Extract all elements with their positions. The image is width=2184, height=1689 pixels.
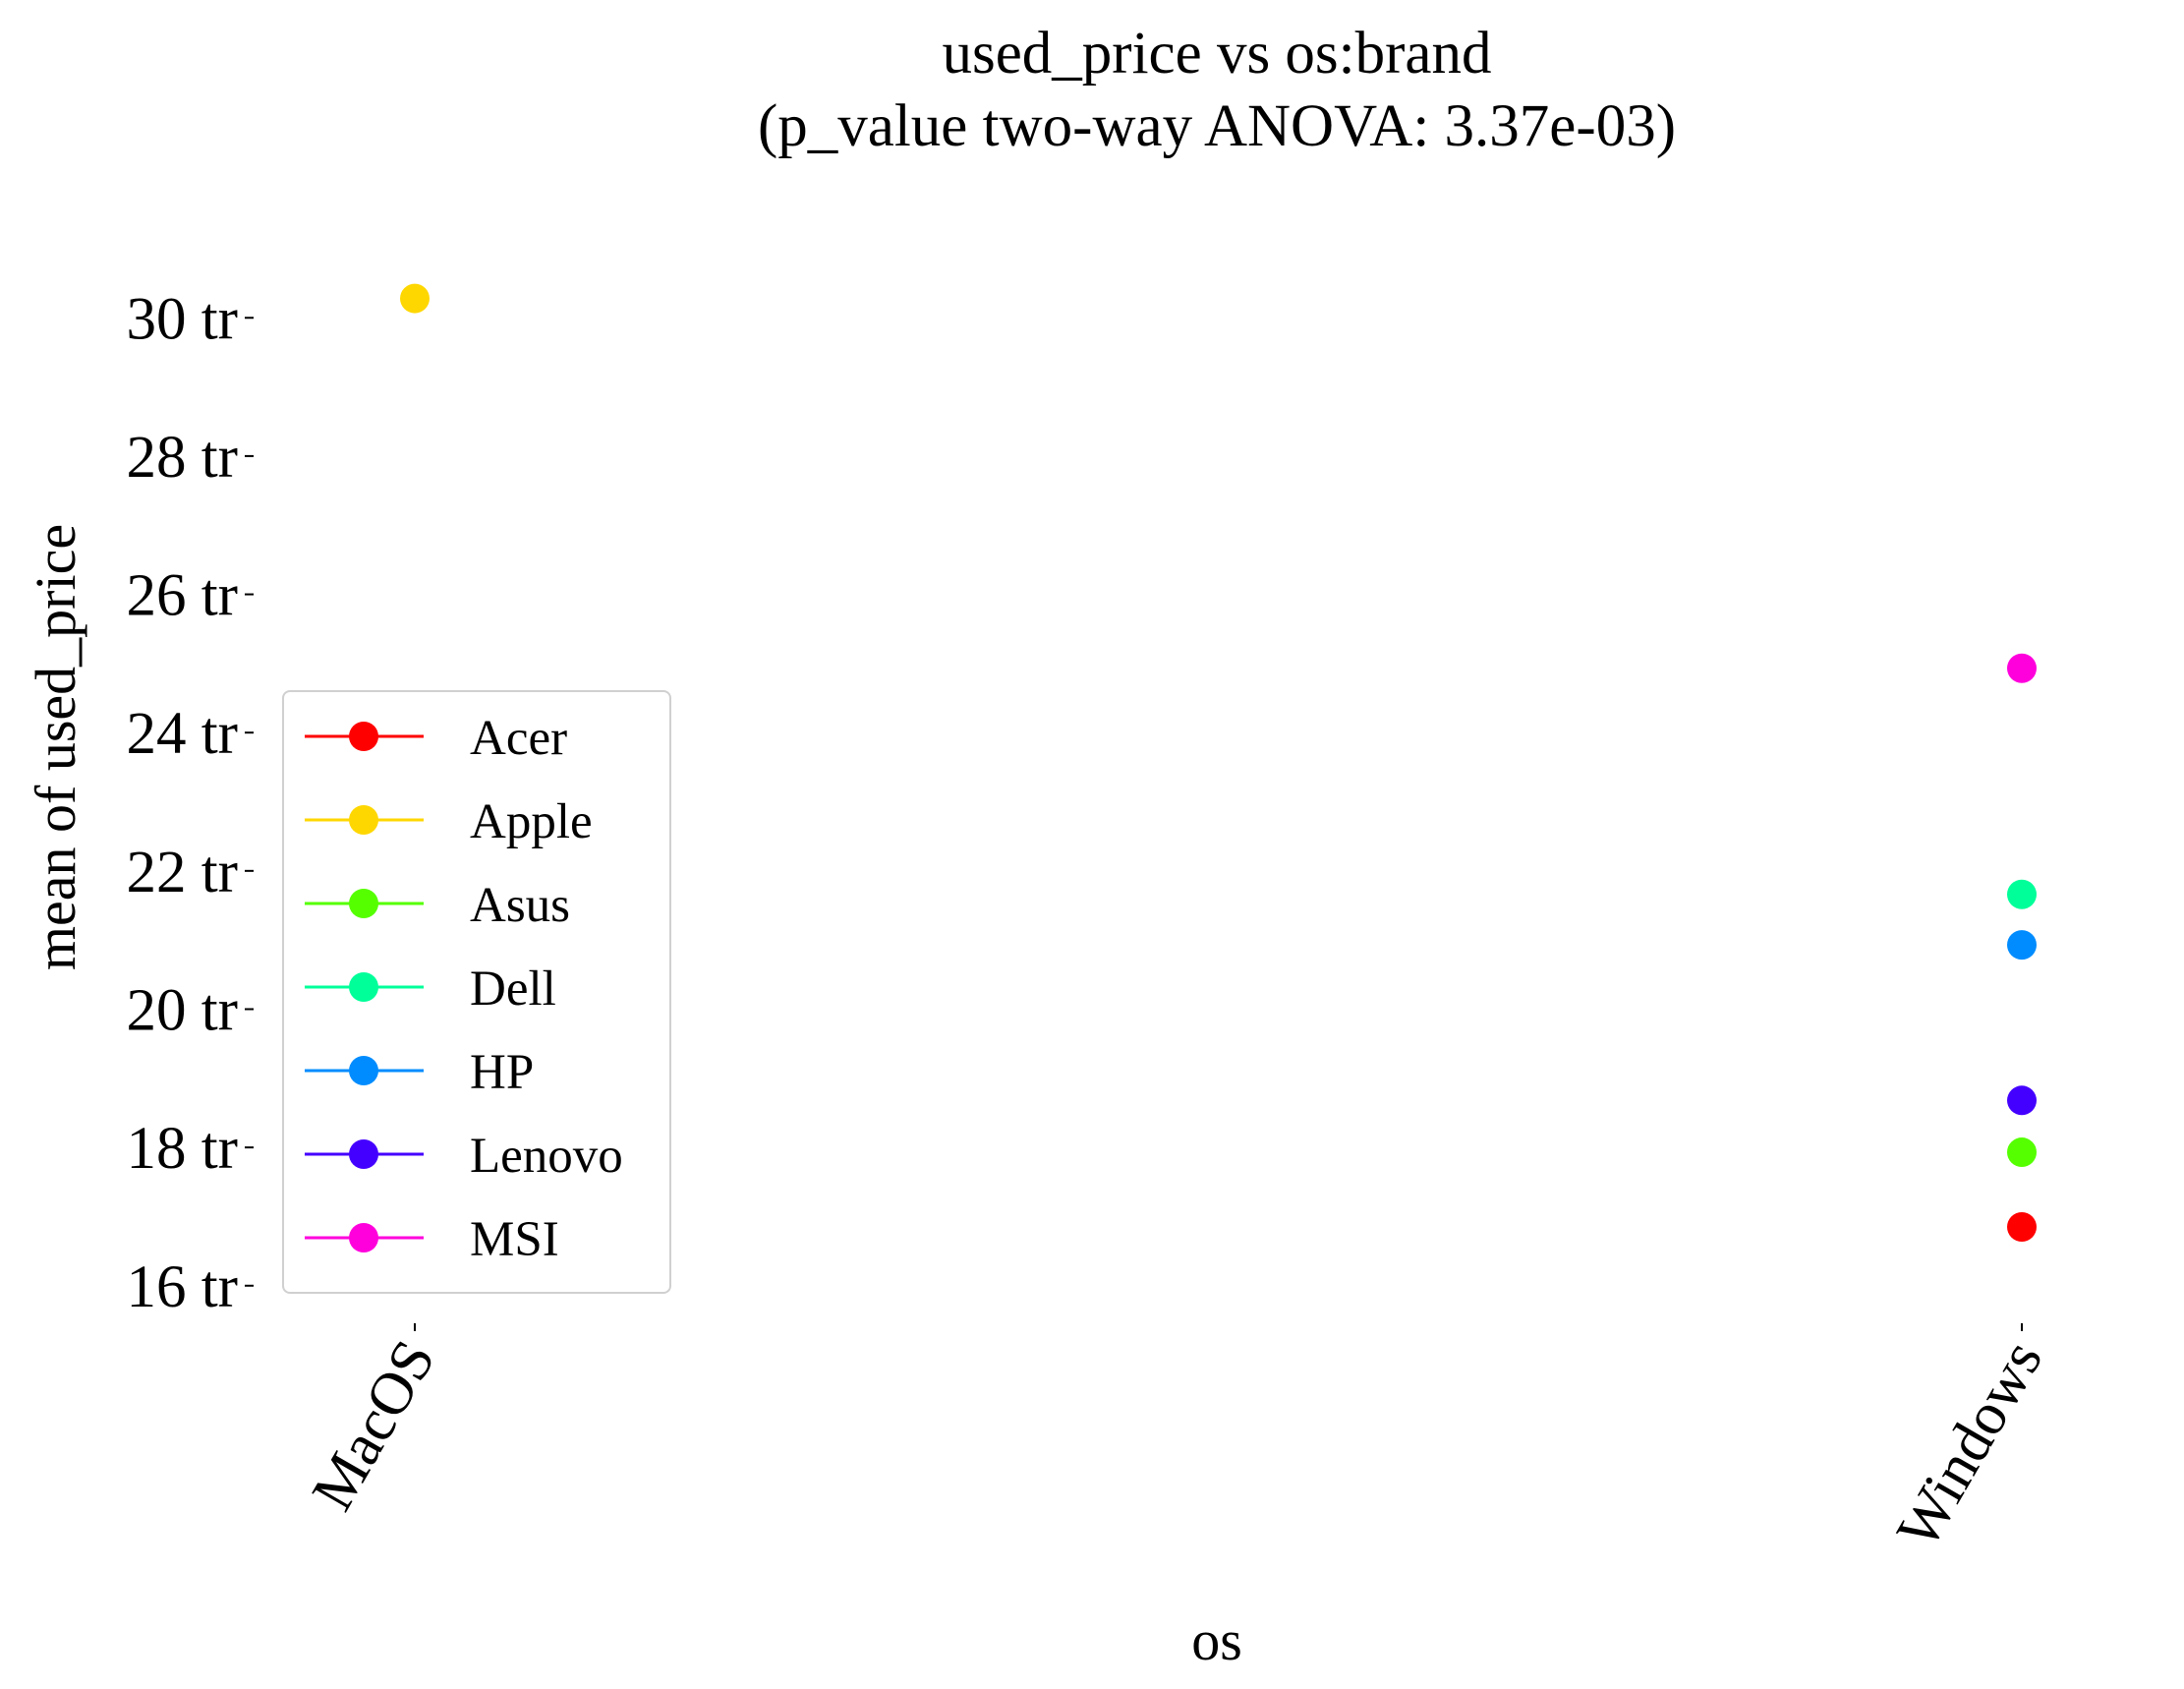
y-tick-label: 16 tr <box>126 1254 238 1320</box>
legend-marker <box>349 1223 378 1252</box>
point-hp <box>2007 930 2037 961</box>
x-axis: MacOS Windows <box>300 1323 2055 1559</box>
point-msi <box>2007 653 2037 683</box>
point-apple <box>400 283 430 314</box>
y-tick-label: 30 tr <box>126 286 238 352</box>
legend-box <box>282 690 671 1294</box>
legend-marker <box>349 722 378 751</box>
point-dell <box>2007 879 2037 909</box>
chart-title: used_price vs os:brand <box>942 21 1491 87</box>
y-tick-label: 26 tr <box>126 563 238 629</box>
chart-subtitle: (p_value two-way ANOVA: 3.37e-03) <box>758 93 1676 159</box>
legend-marker <box>349 972 378 1002</box>
y-tick-label: 22 tr <box>126 840 238 905</box>
y-tick-label: 18 tr <box>126 1116 238 1182</box>
y-tick-label: 20 tr <box>126 977 238 1043</box>
y-tick-label: 28 tr <box>126 425 238 491</box>
legend-label-acer: Acer <box>470 711 567 766</box>
point-lenovo <box>2007 1085 2037 1116</box>
legend-marker <box>349 1139 378 1169</box>
y-tick-label: 24 tr <box>126 701 238 767</box>
legend-label-apple: Apple <box>470 794 593 849</box>
x-tick-label: Windows <box>1884 1330 2055 1560</box>
legend-marker <box>349 1056 378 1085</box>
legend-label-msi: MSI <box>470 1212 559 1267</box>
legend-label-dell: Dell <box>470 961 556 1017</box>
x-tick-label: MacOS <box>300 1330 448 1522</box>
legend-label-lenovo: Lenovo <box>470 1129 623 1184</box>
point-asus <box>2007 1137 2037 1168</box>
y-axis-label: mean of used_price <box>24 524 87 970</box>
legend-label-asus: Asus <box>470 878 570 933</box>
legend-marker <box>349 889 378 918</box>
data-points <box>400 283 2037 1242</box>
y-axis: 16 tr 18 tr 20 tr 22 tr 24 tr 26 tr 28 tr 30 tr <box>126 286 254 1320</box>
legend-marker <box>349 805 378 835</box>
point-acer <box>2007 1212 2037 1242</box>
legend: Acer Apple Asus Dell HP Lenovo MSI <box>282 690 671 1294</box>
legend-label-hp: HP <box>470 1045 534 1100</box>
x-axis-label: os <box>1191 1608 1242 1672</box>
